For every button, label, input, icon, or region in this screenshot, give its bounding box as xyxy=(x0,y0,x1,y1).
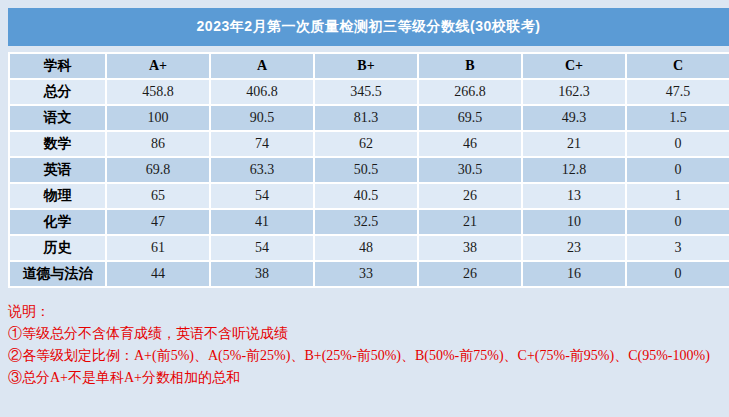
table-header-row: 学科 A+ A B+ B C+ C xyxy=(9,53,729,79)
table-row-math: 数学 86 74 62 46 21 0 xyxy=(9,131,729,157)
score-cell: 406.8 xyxy=(210,79,314,105)
score-cell: 54 xyxy=(210,183,314,209)
score-cell: 458.8 xyxy=(106,79,210,105)
score-cell: 30.5 xyxy=(418,157,522,183)
page-title: 2023年2月第一次质量检测初三等级分数线(30校联考) xyxy=(197,18,541,36)
subject-label: 化学 xyxy=(9,209,106,235)
column-header-subject: 学科 xyxy=(9,53,106,79)
score-cell: 47.5 xyxy=(626,79,729,105)
score-cell: 0 xyxy=(626,131,729,157)
score-cell: 10 xyxy=(522,209,626,235)
score-cell: 69.5 xyxy=(418,105,522,131)
score-cell: 46 xyxy=(418,131,522,157)
subject-label: 历史 xyxy=(9,235,106,261)
score-cell: 49.3 xyxy=(522,105,626,131)
score-cell: 90.5 xyxy=(210,105,314,131)
score-cell: 69.8 xyxy=(106,157,210,183)
grade-cutoff-table: 学科 A+ A B+ B C+ C 总分 458.8 406.8 345.5 2… xyxy=(8,52,729,288)
note-line-3: ③总分A+不是单科A+分数相加的总和 xyxy=(8,367,724,389)
subject-label: 数学 xyxy=(9,131,106,157)
table-row-morality-law: 道德与法治 44 38 33 26 16 0 xyxy=(9,261,729,287)
table-row-chinese: 语文 100 90.5 81.3 69.5 49.3 1.5 xyxy=(9,105,729,131)
table-row-physics: 物理 65 54 40.5 26 13 1 xyxy=(9,183,729,209)
score-cell: 0 xyxy=(626,261,729,287)
note-line-1: ①等级总分不含体育成绩，英语不含听说成绩 xyxy=(8,323,724,345)
score-cell: 266.8 xyxy=(418,79,522,105)
score-cell: 32.5 xyxy=(314,209,418,235)
page: 2023年2月第一次质量检测初三等级分数线(30校联考) 学科 A+ A B+ … xyxy=(0,0,729,417)
table-row-english: 英语 69.8 63.3 50.5 30.5 12.8 0 xyxy=(9,157,729,183)
column-header-b-plus: B+ xyxy=(314,53,418,79)
score-cell: 21 xyxy=(418,209,522,235)
score-cell: 38 xyxy=(418,235,522,261)
score-cell: 48 xyxy=(314,235,418,261)
score-cell: 81.3 xyxy=(314,105,418,131)
score-cell: 162.3 xyxy=(522,79,626,105)
score-cell: 16 xyxy=(522,261,626,287)
column-header-c-plus: C+ xyxy=(522,53,626,79)
score-cell: 44 xyxy=(106,261,210,287)
note-line-2: ②各等级划定比例：A+(前5%)、A(5%-前25%)、B+(25%-前50%)… xyxy=(8,345,724,367)
score-cell: 62 xyxy=(314,131,418,157)
score-cell: 54 xyxy=(210,235,314,261)
score-cell: 1 xyxy=(626,183,729,209)
subject-label: 道德与法治 xyxy=(9,261,106,287)
column-header-a: A xyxy=(210,53,314,79)
score-cell: 40.5 xyxy=(314,183,418,209)
score-cell: 0 xyxy=(626,157,729,183)
title-bar: 2023年2月第一次质量检测初三等级分数线(30校联考) xyxy=(8,8,729,46)
notes-heading: 说明： xyxy=(8,301,724,323)
subject-label: 物理 xyxy=(9,183,106,209)
table-row-chemistry: 化学 47 41 32.5 21 10 0 xyxy=(9,209,729,235)
score-cell: 50.5 xyxy=(314,157,418,183)
score-cell: 33 xyxy=(314,261,418,287)
score-cell: 74 xyxy=(210,131,314,157)
score-cell: 86 xyxy=(106,131,210,157)
score-cell: 100 xyxy=(106,105,210,131)
table-row-total: 总分 458.8 406.8 345.5 266.8 162.3 47.5 xyxy=(9,79,729,105)
subject-label: 语文 xyxy=(9,105,106,131)
subject-label: 总分 xyxy=(9,79,106,105)
column-header-a-plus: A+ xyxy=(106,53,210,79)
score-cell: 61 xyxy=(106,235,210,261)
subject-label: 英语 xyxy=(9,157,106,183)
table-row-history: 历史 61 54 48 38 23 3 xyxy=(9,235,729,261)
score-cell: 345.5 xyxy=(314,79,418,105)
notes-section: 说明： ①等级总分不含体育成绩，英语不含听说成绩 ②各等级划定比例：A+(前5%… xyxy=(8,301,724,389)
score-cell: 21 xyxy=(522,131,626,157)
score-cell: 63.3 xyxy=(210,157,314,183)
score-cell: 13 xyxy=(522,183,626,209)
score-cell: 26 xyxy=(418,183,522,209)
score-cell: 3 xyxy=(626,235,729,261)
score-cell: 38 xyxy=(210,261,314,287)
column-header-b: B xyxy=(418,53,522,79)
column-header-c: C xyxy=(626,53,729,79)
score-cell: 47 xyxy=(106,209,210,235)
score-cell: 0 xyxy=(626,209,729,235)
score-cell: 1.5 xyxy=(626,105,729,131)
score-cell: 65 xyxy=(106,183,210,209)
score-cell: 23 xyxy=(522,235,626,261)
score-cell: 26 xyxy=(418,261,522,287)
score-cell: 41 xyxy=(210,209,314,235)
score-cell: 12.8 xyxy=(522,157,626,183)
